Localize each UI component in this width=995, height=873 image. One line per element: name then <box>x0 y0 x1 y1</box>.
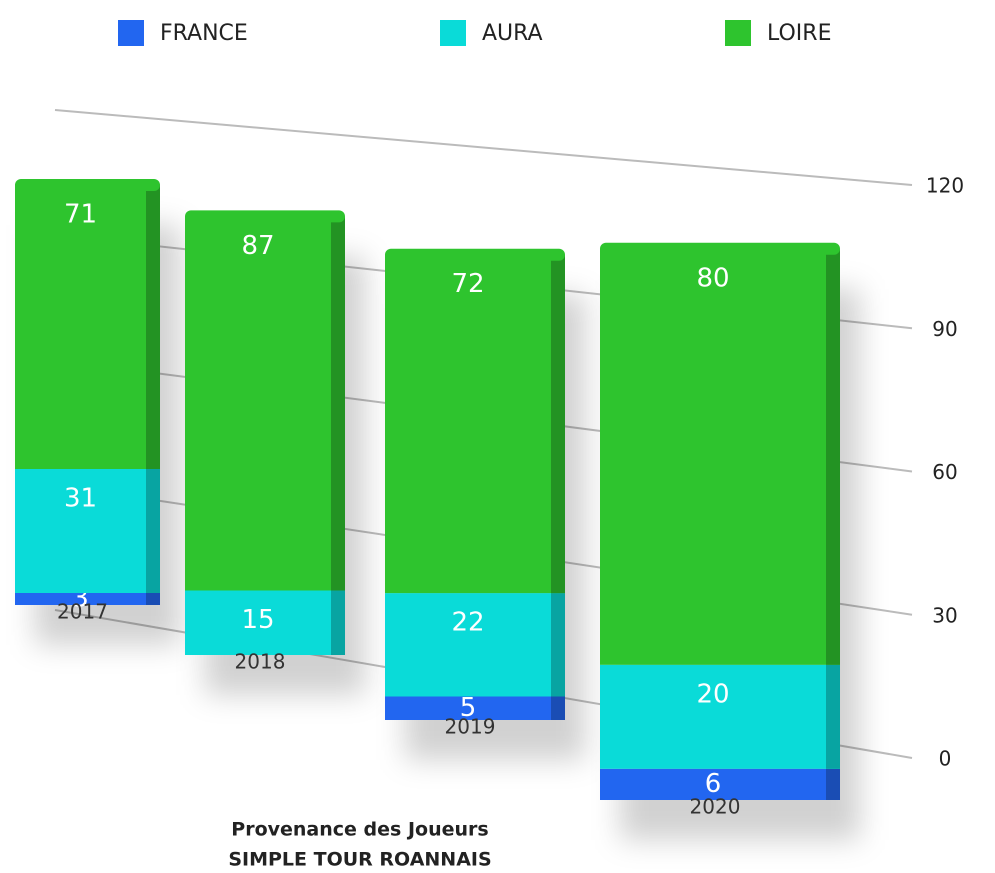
y-tick-label: 120 <box>926 174 964 198</box>
bar-side <box>551 254 565 594</box>
bar-side <box>826 664 840 769</box>
bar-side <box>331 590 345 655</box>
bar-cap <box>185 210 345 223</box>
x-tick-label: 2018 <box>235 650 286 674</box>
data-label: 71 <box>64 200 97 230</box>
bar-segment <box>385 254 565 594</box>
x-tick-label: 2017 <box>57 600 108 624</box>
x-tick-label: 2019 <box>445 715 496 739</box>
bar-cap <box>15 179 160 191</box>
x-tick-label: 2020 <box>690 795 741 819</box>
bar-segment <box>600 248 840 665</box>
bar-segment <box>15 469 160 593</box>
bar-segment <box>15 593 160 605</box>
grid-line <box>54 109 913 186</box>
bar-side <box>551 696 565 720</box>
bar-segment <box>385 593 565 697</box>
chart-title: Provenance des Joueurs <box>231 819 488 841</box>
chart-subtitle: SIMPLE TOUR ROANNAIS <box>228 849 491 871</box>
data-label: 5 <box>460 693 477 723</box>
bar-cap <box>600 242 840 255</box>
bar-side <box>826 768 840 800</box>
data-label: 87 <box>241 231 274 261</box>
data-label: 6 <box>705 769 722 799</box>
bar-segment <box>600 768 840 800</box>
bar-side <box>146 469 160 593</box>
data-label: 80 <box>696 263 729 293</box>
bar-side <box>826 248 840 665</box>
data-label: 22 <box>451 608 484 638</box>
y-tick-label: 90 <box>932 317 957 341</box>
data-label: 72 <box>451 269 484 299</box>
bar-segment <box>385 696 565 720</box>
bar-cap <box>385 248 565 261</box>
bar-segment <box>185 590 345 655</box>
bar-side <box>146 593 160 605</box>
y-tick-label: 30 <box>932 603 957 627</box>
legend-swatch <box>440 20 466 46</box>
y-tick-label: 60 <box>932 460 957 484</box>
bar-segment <box>600 664 840 769</box>
data-label: 20 <box>696 679 729 709</box>
legend-label: FRANCE <box>160 21 248 46</box>
legend-swatch <box>725 20 751 46</box>
bar-side <box>551 593 565 697</box>
bar-segment <box>185 216 345 591</box>
data-label: 31 <box>64 484 97 514</box>
bar-segment <box>15 185 160 469</box>
bar-side <box>331 216 345 591</box>
legend-swatch <box>118 20 144 46</box>
y-tick-label: 0 <box>939 747 952 771</box>
legend-label: AURA <box>482 21 543 46</box>
bar-side <box>146 185 160 469</box>
data-label: 15 <box>241 605 274 635</box>
legend-label: LOIRE <box>767 21 831 46</box>
